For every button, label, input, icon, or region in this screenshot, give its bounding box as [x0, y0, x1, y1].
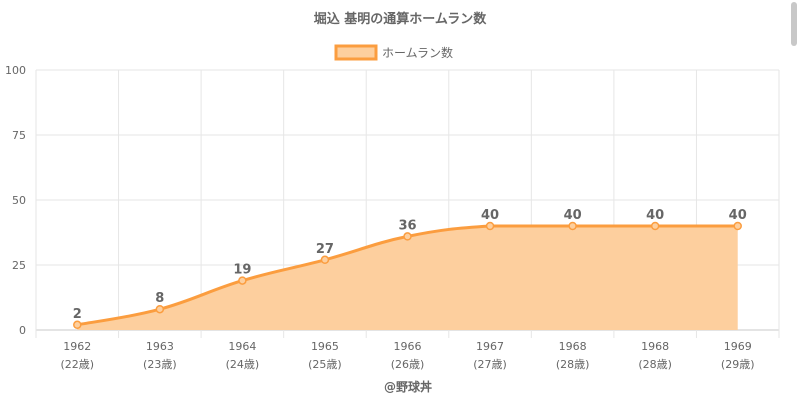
x-tick-sublabel: (22歳) — [60, 358, 94, 371]
x-tick-sublabel: (24歳) — [226, 358, 260, 371]
x-tick-label: 1964 — [228, 340, 256, 353]
y-tick-label: 50 — [12, 194, 26, 207]
data-label: 2 — [73, 307, 82, 322]
data-points — [73, 221, 742, 330]
x-tick-label: 1965 — [311, 340, 339, 353]
data-point[interactable] — [238, 276, 247, 285]
data-label: 40 — [729, 208, 747, 223]
x-tick-sublabel: (25歳) — [308, 358, 342, 371]
data-label: 8 — [155, 291, 164, 306]
data-point[interactable] — [73, 320, 82, 330]
x-tick-sublabel: (28歳) — [556, 358, 590, 371]
x-axis-ticks: 1962 (22歳) 1963 (23歳) 1964 (24歳) 1965 (25歳) 1966… — [60, 340, 754, 371]
data-label: 40 — [564, 208, 582, 223]
data-point[interactable] — [403, 232, 412, 241]
data-point[interactable] — [155, 304, 165, 314]
x-tick-label: 1969 — [724, 340, 752, 353]
x-tick-sublabel: (27歳) — [473, 358, 507, 371]
x-tick-sublabel: (26歳) — [391, 358, 425, 371]
data-point[interactable] — [485, 221, 495, 231]
y-tick-label: 100 — [5, 64, 26, 77]
data-label: 40 — [481, 208, 499, 223]
x-tick-label: 1967 — [476, 340, 504, 353]
data-point[interactable] — [568, 221, 577, 231]
data-label: 40 — [646, 208, 664, 223]
scrollbar-thumb[interactable] — [791, 2, 797, 46]
data-point[interactable] — [733, 221, 742, 231]
area-fill — [77, 226, 738, 330]
data-labels: 2 8 19 27 36 40 40 40 40 — [73, 208, 747, 322]
legend[interactable]: ホームラン数 — [334, 44, 453, 61]
x-tick-label: 1968 — [641, 340, 669, 353]
x-tick-label: 1968 — [559, 340, 587, 353]
y-tick-label: 25 — [12, 259, 26, 272]
x-tick-sublabel: (28歳) — [638, 358, 672, 371]
x-tick-sublabel: (23歳) — [143, 358, 177, 371]
data-label: 36 — [398, 218, 416, 233]
credit-text: @野球丼 — [384, 379, 432, 394]
y-tick-label: 0 — [19, 324, 26, 337]
chart-title: 堀込 基明の通算ホームラン数 — [314, 11, 487, 27]
data-label: 27 — [316, 242, 334, 257]
x-tick-label: 1966 — [394, 340, 422, 353]
x-tick-sublabel: (29歳) — [721, 358, 755, 371]
y-axis-ticks: 0 25 50 75 100 — [5, 64, 26, 337]
y-tick-label: 75 — [12, 129, 26, 142]
data-label: 19 — [233, 263, 251, 278]
data-point[interactable] — [650, 221, 660, 231]
legend-swatch — [334, 44, 378, 61]
x-tick-label: 1963 — [146, 340, 174, 353]
data-point[interactable] — [320, 255, 330, 265]
legend-label: ホームラン数 — [382, 45, 453, 60]
x-tick-label: 1962 — [63, 340, 91, 353]
